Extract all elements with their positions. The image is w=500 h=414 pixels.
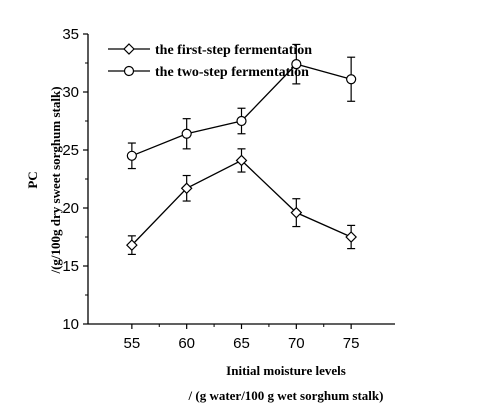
series-line <box>131 159 352 246</box>
data-point-diamond <box>290 206 303 219</box>
data-point-circle <box>291 59 302 70</box>
data-point-circle <box>126 150 137 161</box>
data-point-circle <box>236 115 247 127</box>
x-tick-label: 65 <box>233 335 250 352</box>
data-point-diamond <box>180 182 193 195</box>
series-1 <box>126 148 357 255</box>
data-point-diamond <box>126 239 138 251</box>
y-tick-label: 20 <box>62 200 79 217</box>
ticks: 55 60 65 70 75 10 15 20 25 30 35 <box>62 26 359 352</box>
series-layer <box>126 43 357 255</box>
y-tick-label: 15 <box>62 258 79 275</box>
data-point-diamond <box>345 231 357 243</box>
x-axis-label-line2: / (g water/100 g wet sorghum stalk) <box>188 388 384 403</box>
data-point-circle <box>346 74 357 85</box>
series-2 <box>126 43 357 170</box>
data-point-diamond <box>235 154 248 167</box>
legend: the first-step fermentation the two-step… <box>108 43 312 80</box>
y-tick-label: 30 <box>62 84 79 101</box>
legend-marker-circle <box>123 65 135 77</box>
x-axis-label-line1: Initial moisture levels <box>226 363 346 378</box>
y-axis-label-line2: /(g/100g dry sweet sorghum stalk) <box>48 86 63 274</box>
data-point-circle <box>181 128 192 139</box>
y-axis-label-line1: PC <box>25 171 40 188</box>
x-tick-label: 60 <box>178 335 195 352</box>
x-tick-label: 70 <box>288 335 305 352</box>
legend-label-first-step: the first-step fermentation <box>155 43 312 58</box>
x-tick-label: 75 <box>343 335 360 352</box>
y-tick-label: 10 <box>62 316 79 333</box>
legend-label-two-step: the two-step fermentation <box>155 65 309 80</box>
y-tick-label: 35 <box>62 26 79 43</box>
legend-marker-diamond <box>123 43 135 55</box>
x-tick-label: 55 <box>124 335 141 352</box>
y-tick-label: 25 <box>62 142 79 159</box>
